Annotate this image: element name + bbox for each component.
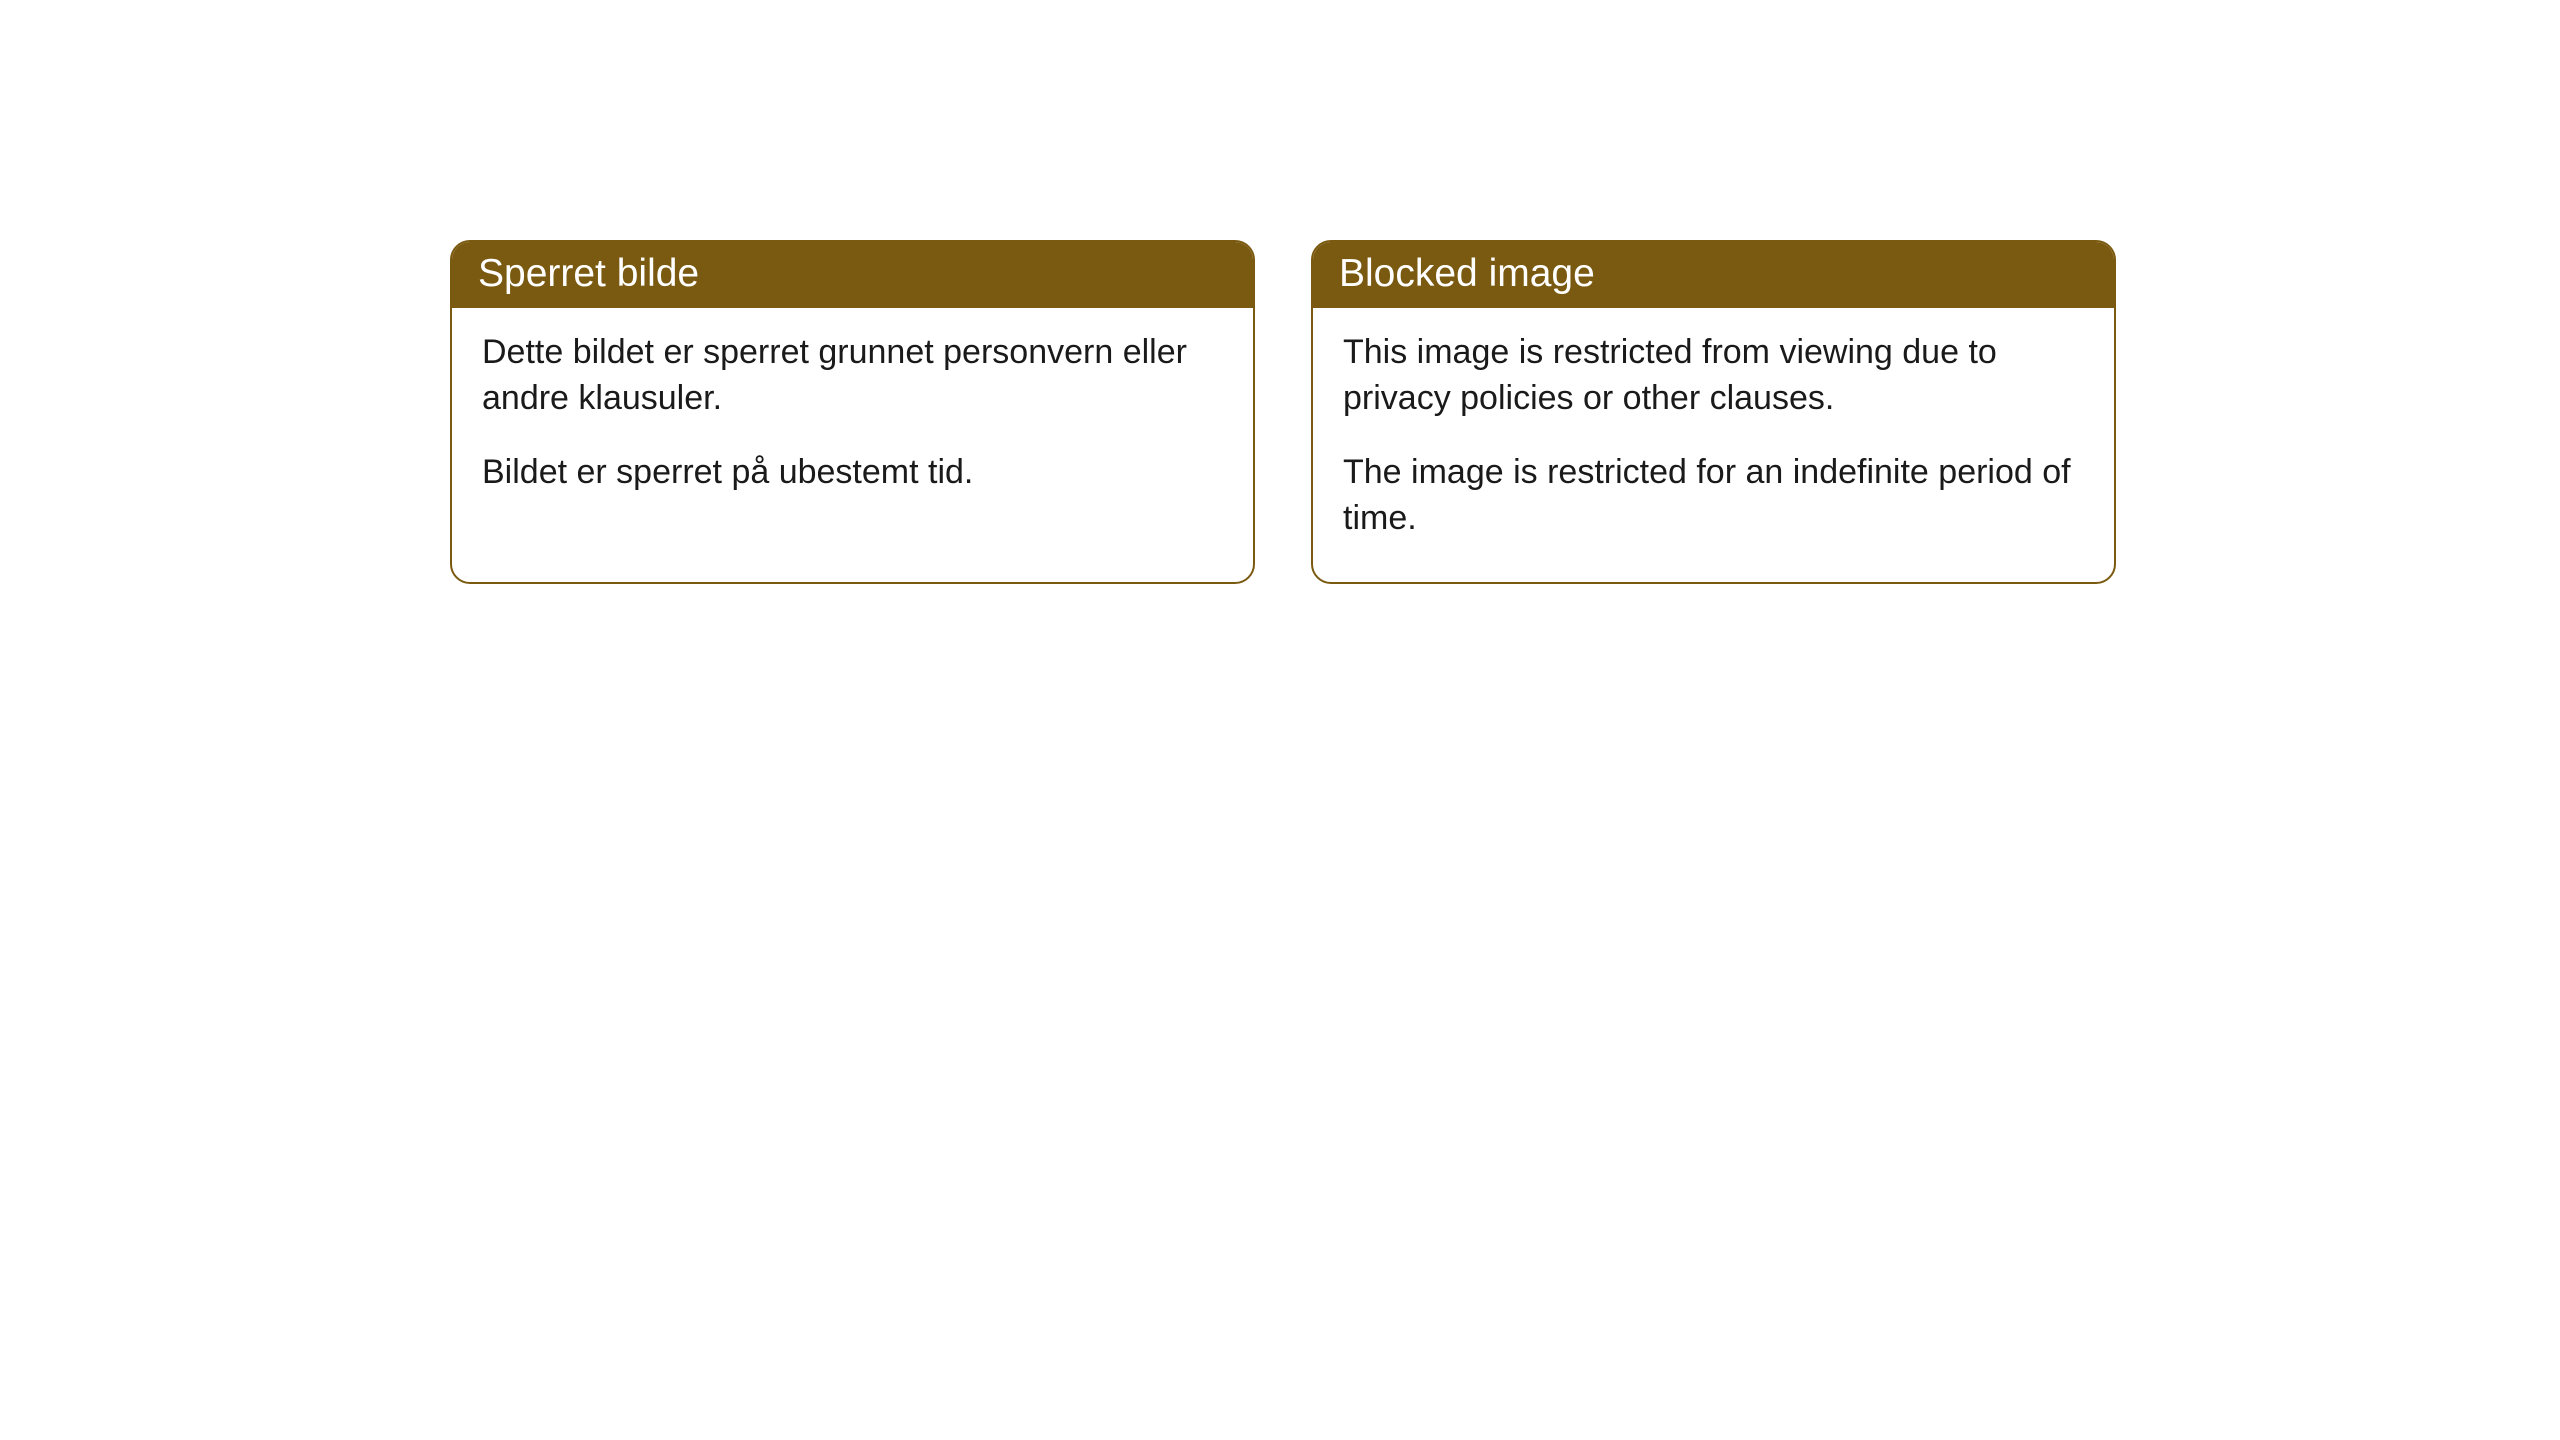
card-header-norwegian: Sperret bilde [452,242,1253,308]
card-body-norwegian: Dette bildet er sperret grunnet personve… [452,308,1253,536]
cards-container: Sperret bilde Dette bildet er sperret gr… [0,0,2560,584]
blocked-image-card-norwegian: Sperret bilde Dette bildet er sperret gr… [450,240,1255,584]
card-header-english: Blocked image [1313,242,2114,308]
card-paragraph-1-norwegian: Dette bildet er sperret grunnet personve… [482,330,1223,422]
card-paragraph-1-english: This image is restricted from viewing du… [1343,330,2084,422]
card-paragraph-2-english: The image is restricted for an indefinit… [1343,450,2084,542]
blocked-image-card-english: Blocked image This image is restricted f… [1311,240,2116,584]
card-body-english: This image is restricted from viewing du… [1313,308,2114,582]
card-paragraph-2-norwegian: Bildet er sperret på ubestemt tid. [482,450,1223,496]
